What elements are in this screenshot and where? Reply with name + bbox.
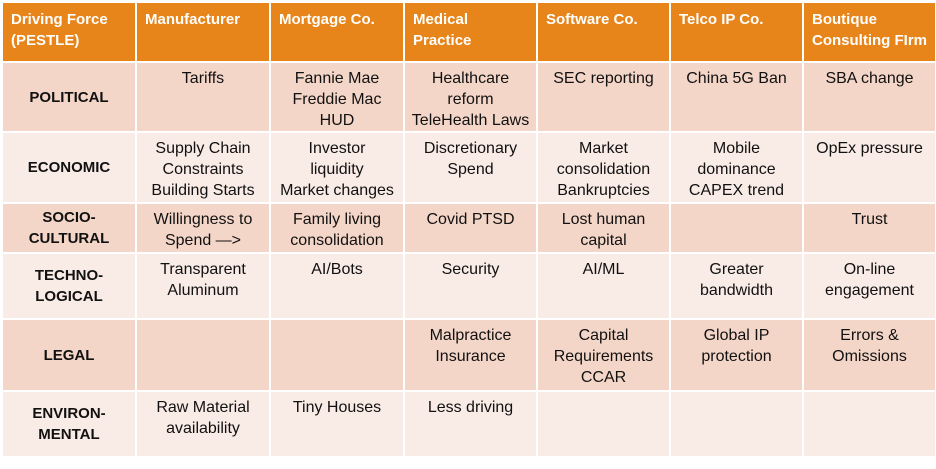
table-row-economic: ECONOMIC Supply Chain Constraints Buildi… — [1, 131, 936, 204]
header-manufacturer: Manufacturer — [135, 1, 271, 63]
header-mortgage-co: Mortgage Co. — [269, 1, 405, 63]
table-cell: Trust — [802, 202, 936, 254]
table-cell: SEC reporting — [536, 61, 671, 133]
table-cell: Family living consolidation — [269, 202, 405, 254]
table-cell: Willingness to Spend —> — [135, 202, 271, 254]
header-driving-force: Driving Force (PESTLE) — [1, 1, 137, 63]
table-cell: Covid PTSD — [403, 202, 538, 254]
table-cell — [669, 390, 804, 458]
table-cell: Discretionary Spend — [403, 131, 538, 204]
row-label-economic: ECONOMIC — [1, 131, 137, 204]
table-cell: AI/ML — [536, 252, 671, 320]
row-label-techno-logical: TECHNO- LOGICAL — [1, 252, 137, 320]
table-cell: AI/Bots — [269, 252, 405, 320]
table-cell: China 5G Ban — [669, 61, 804, 133]
table-row-socio-cultural: SOCIO- CULTURAL Willingness to Spend —> … — [1, 202, 936, 254]
table-cell: Transparent Aluminum — [135, 252, 271, 320]
table-cell: Greater bandwidth — [669, 252, 804, 320]
table-cell: Supply Chain Constraints Building Starts — [135, 131, 271, 204]
header-telco-ip-co: Telco IP Co. — [669, 1, 804, 63]
table-cell: Less driving — [403, 390, 538, 458]
table-cell: Lost human capital — [536, 202, 671, 254]
table-cell: Raw Material availability — [135, 390, 271, 458]
table-cell: Mobile dominance CAPEX trend — [669, 131, 804, 204]
table-row-techno-logical: TECHNO- LOGICAL Transparent Aluminum AI/… — [1, 252, 936, 320]
table-cell — [135, 318, 271, 392]
table-cell: On-line engagement — [802, 252, 936, 320]
table-cell: SBA change — [802, 61, 936, 133]
table-cell: OpEx pressure — [802, 131, 936, 204]
header-software-co: Software Co. — [536, 1, 671, 63]
table-cell: Global IP protection — [669, 318, 804, 392]
table-cell: Market consolidation Bankruptcies — [536, 131, 671, 204]
header-boutique-consulting: Boutique Consulting FIrm — [802, 1, 936, 63]
table-cell: Security — [403, 252, 538, 320]
row-label-legal: LEGAL — [1, 318, 137, 392]
table-row-legal: LEGAL Malpractice Insurance Capital Requ… — [1, 318, 936, 392]
pestle-table: Driving Force (PESTLE) Manufacturer Mort… — [1, 1, 936, 458]
table-cell: Fannie Mae Freddie Mac HUD — [269, 61, 405, 133]
table-cell: Capital Requirements CCAR — [536, 318, 671, 392]
row-label-political: POLITICAL — [1, 61, 137, 133]
table-cell — [269, 318, 405, 392]
table-cell: Tiny Houses — [269, 390, 405, 458]
header-medical-practice: Medical Practice — [403, 1, 538, 63]
table-cell: Healthcare reform TeleHealth Laws — [403, 61, 538, 133]
table-cell: Investor liquidity Market changes — [269, 131, 405, 204]
table-row-political: POLITICAL Tariffs Fannie Mae Freddie Mac… — [1, 61, 936, 133]
table-cell: Tariffs — [135, 61, 271, 133]
header-row: Driving Force (PESTLE) Manufacturer Mort… — [1, 1, 936, 63]
table-row-environmental: ENVIRON- MENTAL Raw Material availabilit… — [1, 390, 936, 458]
row-label-socio-cultural: SOCIO- CULTURAL — [1, 202, 137, 254]
table-cell — [669, 202, 804, 254]
table-cell — [536, 390, 671, 458]
row-label-environmental: ENVIRON- MENTAL — [1, 390, 137, 458]
table-cell — [802, 390, 936, 458]
table-cell: Errors & Omissions — [802, 318, 936, 392]
table-cell: Malpractice Insurance — [403, 318, 538, 392]
